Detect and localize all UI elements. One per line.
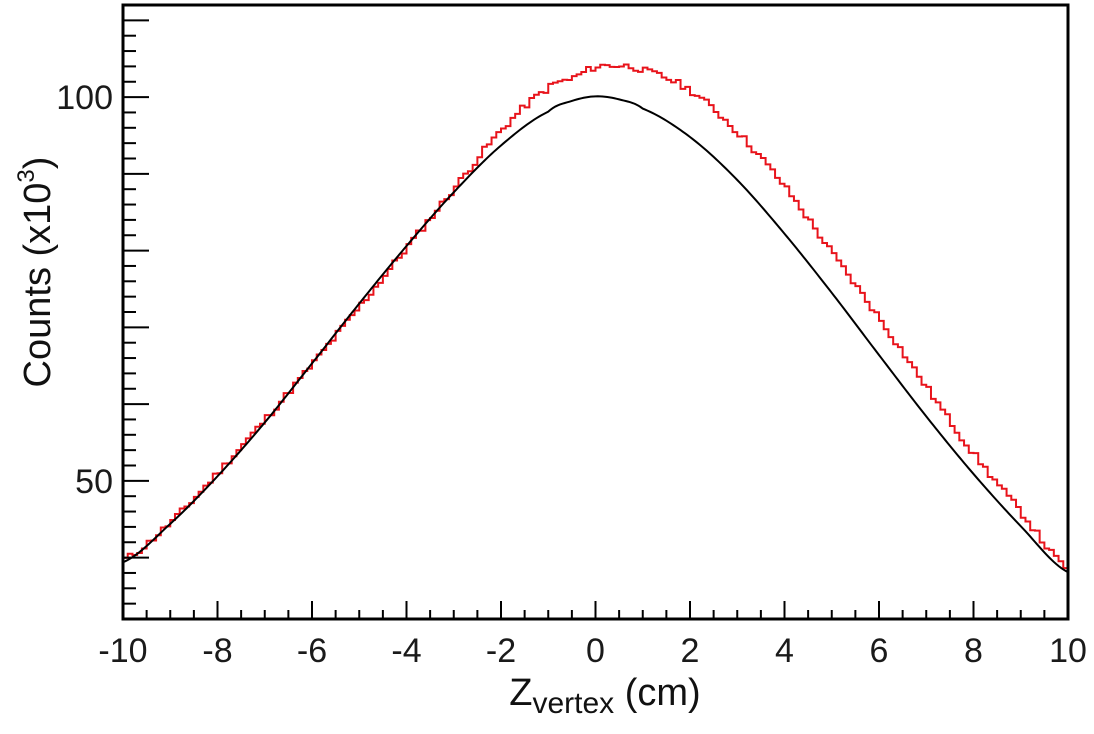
x-axis-title-main: Z (509, 672, 532, 714)
x-tick-label: 2 (681, 632, 700, 670)
y-tick-labels: 50 100 (56, 79, 113, 501)
x-tick-label: 0 (586, 632, 605, 670)
y-tick-label: 100 (56, 79, 113, 117)
x-tick-label: -8 (202, 632, 232, 670)
x-axis-title-unit: (cm) (614, 672, 701, 714)
x-tick-label: -6 (297, 632, 327, 670)
histogram-series (123, 63, 1068, 570)
x-tick-label: -2 (486, 632, 516, 670)
fit-curve (122, 95, 1069, 574)
x-tick-label: 4 (775, 632, 794, 670)
axis-ticks (122, 4, 1069, 620)
x-tick-label: -4 (391, 632, 421, 670)
x-tick-label: 6 (870, 632, 889, 670)
x-tick-label: 10 (1049, 632, 1087, 670)
y-axis-title: Counts (x103) (13, 157, 59, 388)
y-axis-title-superscript: 3 (13, 169, 40, 182)
y-axis-title-main: Counts (x10 (17, 183, 59, 388)
x-tick-label: 8 (964, 632, 983, 670)
y-tick-label: 50 (75, 463, 113, 501)
x-tick-label: -10 (98, 632, 147, 670)
y-axis-title-close: ) (17, 157, 59, 170)
plot-marks (122, 63, 1069, 574)
x-axis-title: Zvertex (cm) (509, 672, 700, 720)
x-axis-title-subscript: vertex (532, 687, 614, 720)
x-tick-labels: -10 -8 -6 -4 -2 0 2 4 6 8 10 (98, 632, 1086, 670)
